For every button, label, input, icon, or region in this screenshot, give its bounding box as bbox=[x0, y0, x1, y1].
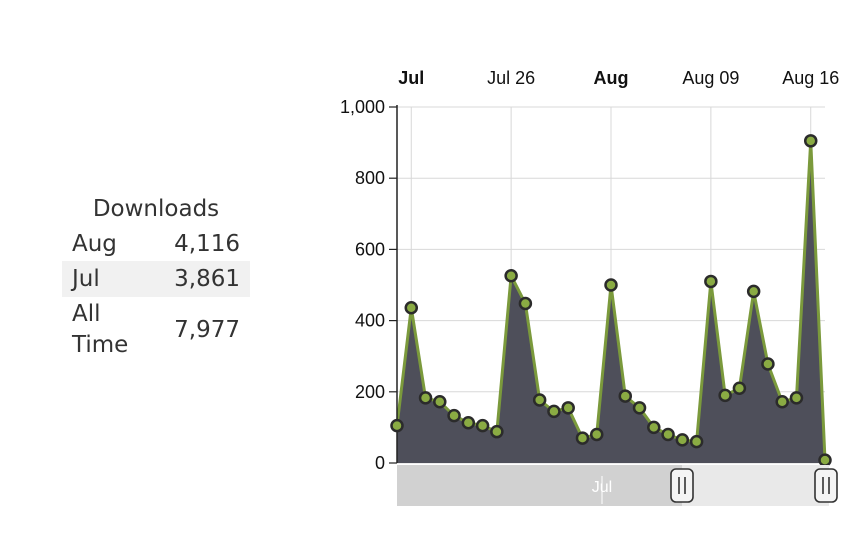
data-point[interactable] bbox=[447, 408, 461, 423]
row-label: Aug bbox=[72, 230, 117, 257]
x-tick-label: Aug 09 bbox=[682, 68, 739, 88]
data-point[interactable] bbox=[746, 284, 761, 299]
row-value: 4,116 bbox=[174, 230, 240, 257]
data-point[interactable] bbox=[647, 420, 661, 435]
x-tick-label: Aug bbox=[594, 68, 629, 88]
data-point[interactable] bbox=[661, 427, 675, 442]
y-tick-label: 400 bbox=[355, 311, 385, 331]
table-row: Jul 3,861 bbox=[62, 261, 250, 297]
row-value: 7,977 bbox=[174, 316, 240, 343]
data-point[interactable] bbox=[704, 274, 718, 289]
data-point[interactable] bbox=[675, 433, 690, 447]
x-tick-label: Jul bbox=[398, 68, 424, 88]
data-point[interactable] bbox=[689, 434, 704, 449]
data-point[interactable] bbox=[575, 431, 590, 445]
range-navigator[interactable]: Jul bbox=[397, 465, 838, 506]
row-label: All Time bbox=[72, 301, 129, 358]
navigator-outside-range bbox=[397, 465, 682, 506]
table-row: All Time 7,977 bbox=[62, 297, 250, 363]
downloads-caption: Downloads bbox=[92, 196, 220, 222]
table-row: Aug 4,116 bbox=[62, 226, 250, 261]
y-tick-label: 200 bbox=[355, 382, 385, 402]
downloads-table: Aug 4,116 Jul 3,861 All Time 7,977 bbox=[62, 226, 250, 363]
data-point[interactable] bbox=[589, 427, 604, 442]
markers-group bbox=[390, 134, 832, 467]
y-tick-label: 600 bbox=[355, 239, 385, 259]
data-point[interactable] bbox=[418, 391, 433, 405]
x-tick-label: Jul 26 bbox=[487, 68, 535, 88]
data-point[interactable] bbox=[404, 301, 419, 315]
data-point[interactable] bbox=[761, 357, 775, 371]
data-point[interactable] bbox=[390, 418, 404, 433]
data-point[interactable] bbox=[803, 134, 818, 148]
data-point[interactable] bbox=[789, 391, 804, 405]
data-point[interactable] bbox=[490, 424, 504, 439]
axes: 0 200 400 600 800 1,000 Jul Jul 26 Aug Aug 09 Aug … bbox=[340, 68, 839, 473]
navigator-handle-right[interactable] bbox=[814, 468, 838, 503]
data-point[interactable] bbox=[475, 418, 490, 433]
row-label: Jul bbox=[62, 261, 152, 297]
data-point[interactable] bbox=[504, 268, 518, 283]
data-point[interactable] bbox=[732, 381, 747, 395]
data-point[interactable] bbox=[604, 278, 618, 292]
data-point[interactable] bbox=[433, 395, 447, 409]
data-point[interactable] bbox=[532, 393, 547, 407]
data-point[interactable] bbox=[718, 388, 732, 403]
x-tick-label: Aug 16 bbox=[782, 68, 839, 88]
y-tick-label: 800 bbox=[355, 168, 385, 188]
data-point[interactable] bbox=[618, 389, 633, 403]
row-value: 3,861 bbox=[152, 261, 250, 297]
downloads-summary: Downloads Aug 4,116 Jul 3,861 All Time 7… bbox=[62, 192, 250, 363]
series-area bbox=[397, 140, 825, 463]
data-point[interactable] bbox=[632, 401, 647, 415]
data-point[interactable] bbox=[561, 401, 575, 415]
data-point[interactable] bbox=[547, 404, 561, 419]
data-point[interactable] bbox=[518, 296, 533, 311]
data-point[interactable] bbox=[818, 453, 832, 467]
y-tick-label: 0 bbox=[375, 453, 385, 473]
navigator-handle-left[interactable] bbox=[670, 468, 694, 503]
y-tick-label: 1,000 bbox=[340, 97, 385, 117]
data-point[interactable] bbox=[775, 395, 789, 409]
navigator-label: Jul bbox=[592, 479, 612, 496]
data-point[interactable] bbox=[461, 416, 476, 430]
